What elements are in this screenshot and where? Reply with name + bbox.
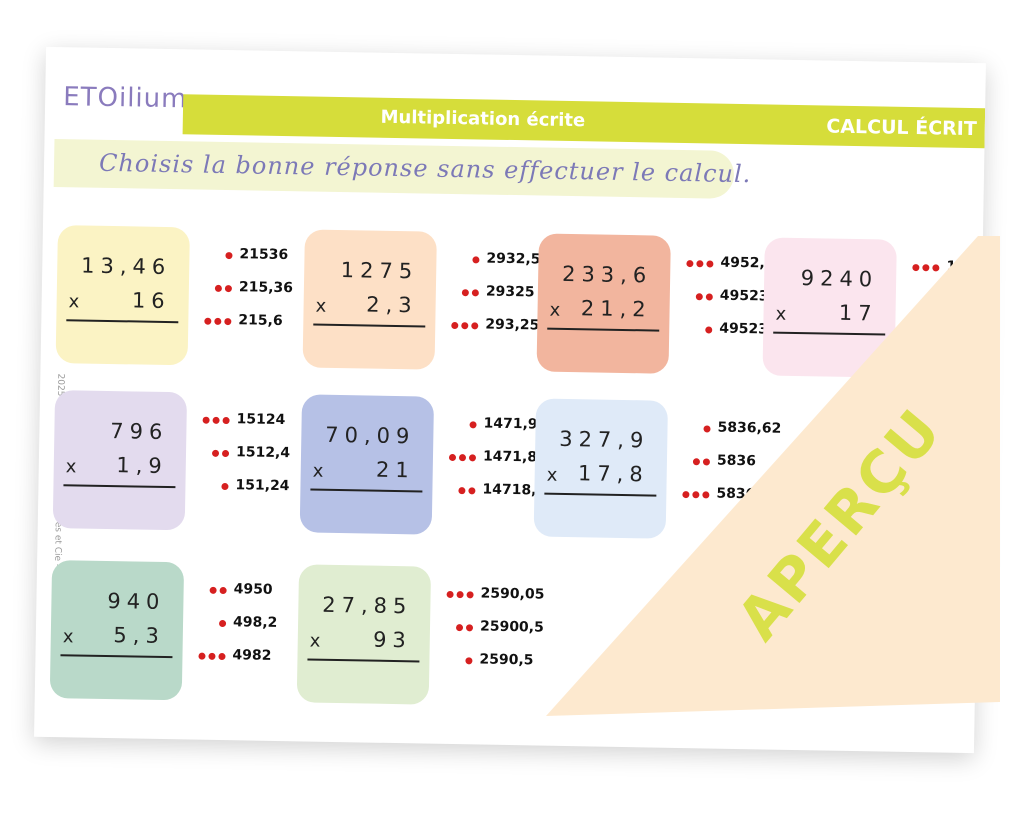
fold-corner <box>546 236 1000 716</box>
